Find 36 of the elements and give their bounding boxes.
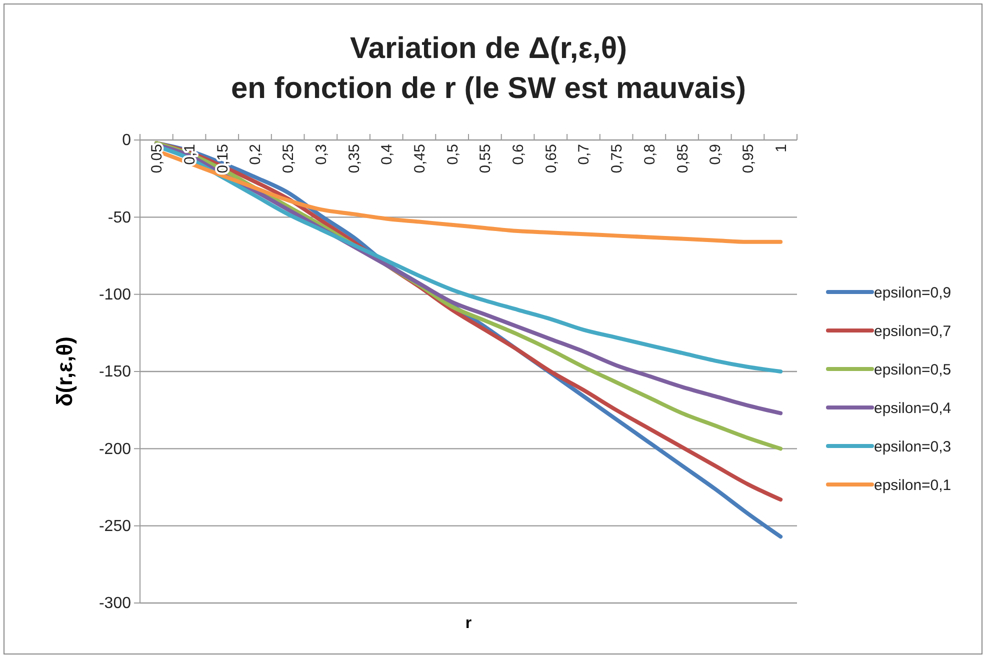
x-tick-label: 0,3 [312,144,330,165]
x-tick-label: 0,7 [576,144,593,165]
legend-label: epsilon=0,5 [874,361,952,378]
x-tick-label: 0,15 [214,144,232,174]
y-tick-label: -200 [98,440,132,458]
y-tick-label: -300 [98,595,132,612]
x-tick-label: 0,85 [674,144,692,174]
y-tick-label: -150 [98,364,132,381]
x-tick-label: 0,4 [378,144,396,165]
x-tick-label: 0,6 [510,144,528,165]
x-tick-label: 0,45 [411,144,428,174]
x-tick-label: 0,25 [280,144,298,174]
x-tick-label: 0,95 [740,144,757,174]
x-tick-label: 0,1 [182,144,199,165]
legend-label: epsilon=0,9 [874,284,952,302]
x-tick-label: 0,5 [444,144,462,165]
x-tick-label: 0,75 [608,144,626,174]
x-tick-label: 0,8 [641,144,658,165]
y-tick-label: -250 [98,518,132,535]
y-axis-title: δ(r,ε,θ) [52,336,77,406]
x-tick-label: 0,9 [707,144,724,165]
legend-label: epsilon=0,7 [874,322,952,340]
x-tick-label: 0,55 [477,144,494,174]
x-tick-label: 1 [772,144,790,152]
x-tick-label: 0,05 [148,144,166,174]
y-tick-label: 0 [122,132,132,150]
legend-label: epsilon=0,1 [874,476,952,494]
y-tick-label: -100 [98,286,132,304]
x-tick-label: 0,65 [542,144,560,174]
legend-label: epsilon=0,4 [874,400,952,417]
y-tick-label: -50 [108,209,132,226]
x-axis-title: r [465,615,472,632]
x-tick-label: 0,35 [346,144,363,174]
x-tick-label: 0,2 [247,144,264,165]
chart-title: Variation de Δ(r,ε,θ) en fonction de r (le SW est mauvais) [230,32,746,105]
legend-label: epsilon=0,3 [874,438,952,456]
